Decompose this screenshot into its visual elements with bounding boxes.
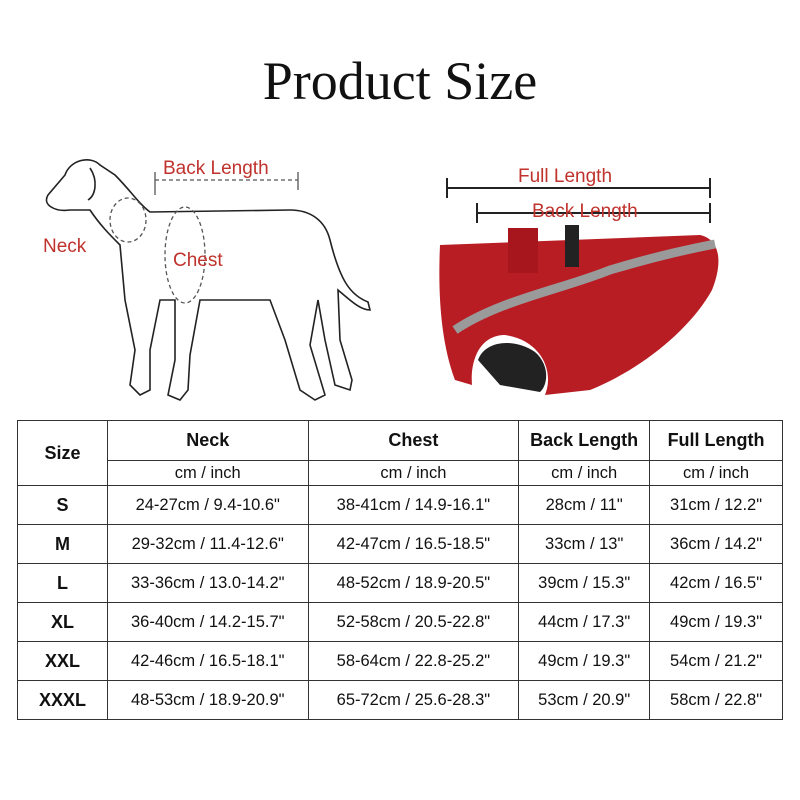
size-row: XXL 42-46cm / 16.5-18.1" 58-64cm / 22.8-25… [17, 641, 783, 681]
size-header: Size [17, 420, 108, 486]
chest-loop [164, 206, 206, 304]
dog-diagram [45, 159, 372, 401]
measure-cell: 42cm / 16.5" [649, 563, 783, 603]
size-cell: XXL [17, 641, 108, 681]
measure-cell: 53cm / 20.9" [518, 680, 651, 720]
size-row: XXXL 48-53cm / 18.9-20.9" 65-72cm / 25.6-2… [17, 680, 783, 720]
measure-cell: 58-64cm / 22.8-25.2" [307, 641, 520, 681]
handle [508, 228, 538, 273]
unit-cell: cm / inch [106, 460, 309, 486]
vest-trim [478, 342, 547, 392]
measure-cell: 44cm / 17.3" [518, 602, 651, 642]
measure-cell: 42-46cm / 16.5-18.1" [106, 641, 309, 681]
header-row: Size Neck Chest Back Length Full Length [17, 420, 783, 486]
measure-cell: 33cm / 13" [518, 524, 651, 564]
measure-cell: 54cm / 21.2" [649, 641, 783, 681]
measure-cell: 31cm / 12.2" [649, 485, 783, 525]
dog-neck-label: Neck [43, 236, 87, 257]
size-cell: L [17, 563, 108, 603]
size-cell: XL [17, 602, 108, 642]
column-header: Chest [307, 420, 520, 461]
measure-cell: 48-53cm / 18.9-20.9" [106, 680, 309, 720]
neck-loop [109, 197, 147, 243]
measure-cell: 36cm / 14.2" [649, 524, 783, 564]
measure-cell: 38-41cm / 14.9-16.1" [307, 485, 520, 525]
measure-cell: 52-58cm / 20.5-22.8" [307, 602, 520, 642]
size-row: L 33-36cm / 13.0-14.2" 48-52cm / 18.9-20.5… [17, 563, 783, 603]
title: Product Size [262, 51, 538, 111]
vest-body [439, 235, 719, 395]
dog-back-length-label: Back Length [163, 158, 269, 179]
measure-cell: 49cm / 19.3" [518, 641, 651, 681]
measure-cell: 29-32cm / 11.4-12.6" [106, 524, 309, 564]
measure-cell: 58cm / 22.8" [649, 680, 783, 720]
table-body: Size Neck Chest Back Length Full Length cm / … [17, 420, 783, 720]
vest-full-length-label: Full Length [518, 166, 612, 187]
size-cell: XXXL [17, 680, 108, 720]
dog-outline [45, 159, 372, 401]
unit-row: cm / inch cm / inch cm / inch cm / inch [18, 460, 783, 486]
measure-cell: 49cm / 19.3" [649, 602, 783, 642]
unit-cell: cm / inch [518, 460, 651, 486]
size-row: XL 36-40cm / 14.2-15.7" 52-58cm / 20.5-22.… [17, 602, 783, 642]
column-header: Full Length [649, 420, 783, 461]
vest-back-length-label: Back Length [532, 201, 638, 222]
vest-diagram [439, 178, 719, 395]
tag [565, 225, 579, 267]
ear [87, 167, 96, 201]
column-header: Neck [106, 420, 309, 461]
reflective-stripe [452, 239, 716, 334]
measure-cell: 39cm / 15.3" [518, 563, 651, 603]
column-header: Back Length [518, 420, 651, 461]
unit-cell: cm / inch [307, 460, 520, 486]
unit-cell: cm / inch [649, 460, 783, 486]
size-table: Size Neck Chest Back Length Full Length cm / … [17, 420, 783, 720]
size-row: S 24-27cm / 9.4-10.6" 38-41cm / 14.9-16.1"… [17, 485, 783, 525]
measure-cell: 33-36cm / 13.0-14.2" [106, 563, 309, 603]
size-cell: M [17, 524, 108, 564]
dog-chest-label: Chest [173, 250, 223, 271]
measure-cell: 24-27cm / 9.4-10.6" [106, 485, 309, 525]
diagrams: Back Length Neck Chest Full Length Back … [43, 158, 719, 401]
size-cell: S [17, 485, 108, 525]
measure-cell: 36-40cm / 14.2-15.7" [106, 602, 309, 642]
size-row: M 29-32cm / 11.4-12.6" 42-47cm / 16.5-18.5… [17, 524, 783, 564]
measure-cell: 48-52cm / 18.9-20.5" [307, 563, 520, 603]
measure-cell: 65-72cm / 25.6-28.3" [307, 680, 520, 720]
measure-cell: 42-47cm / 16.5-18.5" [307, 524, 520, 564]
measure-cell: 28cm / 11" [518, 485, 651, 525]
